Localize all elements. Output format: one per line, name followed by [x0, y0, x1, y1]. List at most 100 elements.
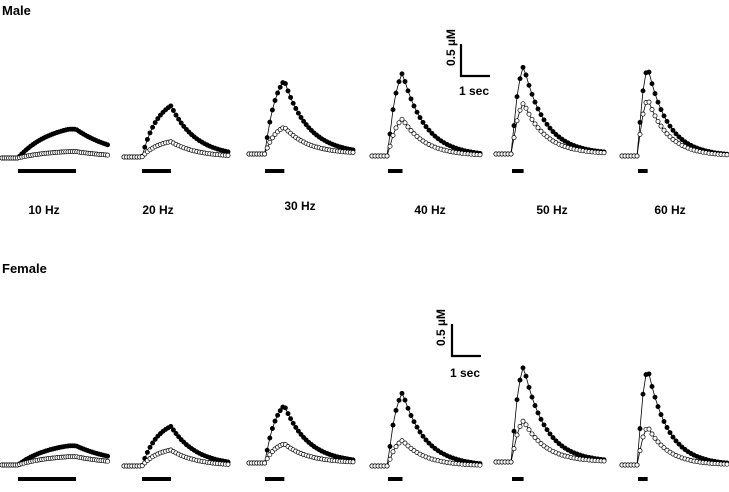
data-point-open [393, 444, 399, 450]
data-point-filled [667, 123, 673, 129]
data-point-filled [426, 127, 432, 133]
data-point-filled [514, 94, 520, 100]
data-point-filled [640, 391, 646, 397]
data-point-filled [272, 98, 278, 103]
data-point-open [724, 461, 729, 467]
scalebar-male-y-label: 0.5 µM [444, 29, 458, 66]
data-point-filled [547, 125, 553, 131]
trace-group-male-50hz [493, 64, 607, 173]
data-point-open [511, 135, 517, 141]
data-point-filled [544, 427, 550, 433]
data-point-filled [541, 117, 547, 123]
data-point-open [601, 458, 607, 464]
data-point-filled [396, 397, 402, 403]
data-point-filled [411, 103, 417, 109]
data-point-open [532, 435, 538, 440]
data-point-filled [523, 373, 529, 379]
data-point-filled [538, 416, 544, 422]
data-point-filled [173, 431, 179, 436]
data-point-filled [637, 426, 643, 432]
data-point-open [664, 131, 670, 137]
data-point-filled [511, 123, 517, 129]
data-point-open [535, 125, 541, 131]
data-point-filled [676, 134, 682, 140]
data-point-open [225, 461, 231, 467]
data-point-open [390, 132, 396, 138]
data-point-filled [173, 112, 179, 118]
panel-label-female: Female [2, 261, 47, 276]
data-point-filled [670, 127, 676, 133]
data-point-open [640, 434, 646, 440]
data-point-filled [417, 429, 423, 435]
data-point-open [477, 152, 483, 158]
data-point-open [661, 127, 667, 133]
data-point-filled [181, 123, 187, 129]
data-point-open [655, 439, 661, 445]
data-point-filled [390, 422, 396, 428]
data-point-filled [423, 437, 429, 443]
data-point-filled [553, 438, 559, 444]
data-point-filled [402, 397, 408, 403]
panel-label-male: Male [2, 3, 31, 18]
data-point-filled [511, 428, 517, 434]
data-point-filled [420, 119, 426, 125]
freq-label-30hz: 30 Hz [284, 199, 315, 213]
data-point-filled [664, 118, 670, 124]
data-point-filled [150, 124, 156, 130]
data-point-filled [168, 103, 174, 109]
data-point-open [225, 152, 231, 158]
data-point-filled [420, 433, 426, 439]
data-point-filled [144, 449, 150, 455]
scalebar-female-x-label: 1 sec [450, 366, 480, 380]
data-point-filled [550, 129, 556, 135]
data-point-open [517, 424, 523, 429]
freq-label-50hz: 50 Hz [536, 203, 567, 217]
data-point-filled [520, 365, 526, 371]
freq-label-60hz: 60 Hz [654, 203, 685, 217]
data-point-open [384, 153, 390, 159]
data-point-filled [178, 120, 184, 126]
data-point-filled [277, 408, 283, 414]
data-point-open [262, 151, 268, 157]
data-point-filled [298, 115, 304, 120]
data-point-filled [646, 69, 652, 75]
data-point-filled [649, 81, 655, 87]
data-point-filled [426, 440, 432, 446]
data-point-open [264, 145, 270, 151]
data-point-filled [538, 112, 544, 118]
trace-group-female-50hz [493, 365, 607, 481]
data-point-filled [673, 131, 679, 137]
data-point-filled [517, 76, 523, 82]
data-point-filled [170, 108, 176, 113]
data-point-filled [282, 405, 288, 411]
data-point-filled [526, 384, 532, 390]
freq-label-40hz: 40 Hz [414, 203, 445, 217]
freq-label-10hz: 10 Hz [28, 203, 59, 217]
data-point-open [511, 446, 517, 452]
data-point-open [105, 458, 111, 464]
trace-group-male-10hz [0, 126, 111, 173]
data-point-filled [288, 416, 294, 422]
data-point-open [399, 116, 405, 122]
data-point-open [517, 107, 523, 113]
data-point-filled [290, 100, 296, 106]
data-point-filled [414, 109, 420, 115]
trace-group-female-20hz [121, 423, 231, 481]
data-point-filled [295, 110, 301, 116]
data-point-filled [264, 135, 270, 141]
data-point-filled [293, 106, 299, 111]
data-point-open [667, 134, 673, 140]
data-point-open [724, 152, 729, 158]
data-point-open [269, 135, 275, 141]
data-point-filled [275, 412, 281, 418]
scalebar-female: 0.5 µM 1 sec [434, 309, 481, 380]
data-point-filled [414, 424, 420, 430]
data-point-open [387, 456, 393, 462]
trace-group-male-30hz [246, 80, 356, 173]
data-point-filled [661, 419, 667, 424]
traces-layer [0, 64, 729, 481]
data-point-open [652, 435, 658, 441]
data-point-open [508, 459, 514, 465]
data-point-filled [282, 81, 288, 87]
data-point-open [658, 123, 664, 129]
